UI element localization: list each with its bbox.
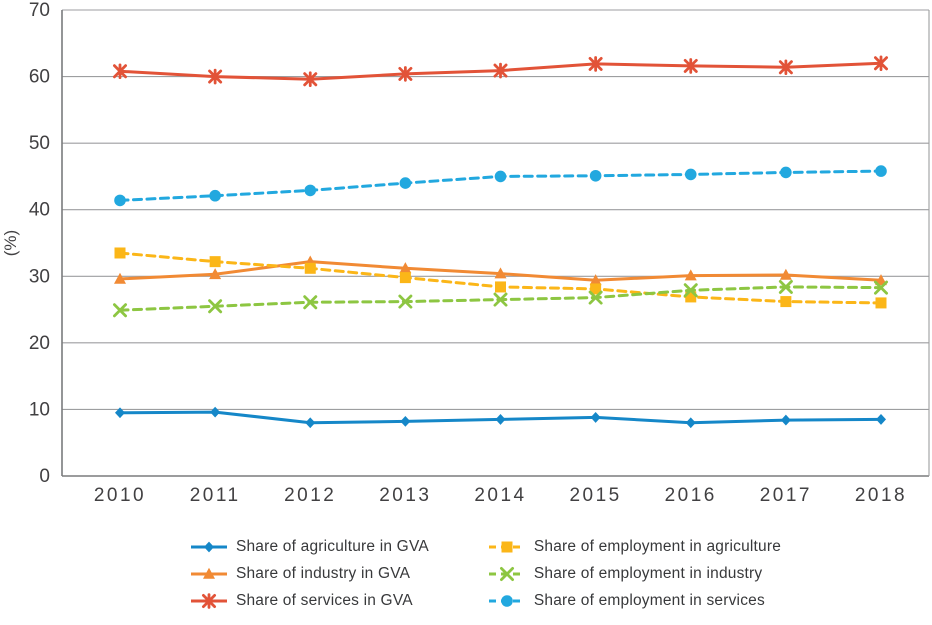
legend-item-employment-industry: Share of employment in industry — [487, 565, 781, 583]
series-share-of-industry-in-gva — [114, 255, 887, 286]
legend-label-employment-services: Share of employment in services — [533, 592, 765, 609]
legend-marker-triangle-icon — [190, 567, 227, 579]
legend-label-employment-agriculture: Share of employment in agriculture — [533, 538, 782, 555]
legend-label-agriculture-gva: Share of agriculture in GVA — [235, 538, 429, 555]
x-tick-label: 2012 — [284, 485, 336, 506]
legend-column-gva: Share of agriculture in GVA Share of ind… — [189, 538, 429, 610]
x-tick-label: 2014 — [474, 485, 526, 506]
legend-label-services-gva: Share of services in GVA — [235, 592, 413, 609]
legend-item-industry-gva: Share of industry in GVA — [189, 565, 429, 583]
series-share-of-services-in-gva — [113, 55, 888, 88]
legend-item-employment-services: Share of employment in services — [487, 592, 781, 610]
series-share-of-employment-in-agriculture — [114, 247, 887, 309]
legend-label-employment-industry: Share of employment in industry — [533, 565, 763, 582]
series-share-of-employment-in-services — [114, 165, 887, 207]
y-tick-label: 30 — [29, 266, 50, 287]
chart-legend: Share of agriculture in GVA Share of ind… — [19, 538, 932, 610]
x-tick-label: 2016 — [665, 485, 717, 506]
line-chart: 0 10 20 30 40 50 60 70 (%) 2010 2011 2012 2013 2014 20… — [1, 0, 930, 506]
series-share-of-agriculture-in-gva — [115, 406, 886, 429]
legend-column-employment: Share of employment in agriculture Share… — [487, 538, 781, 610]
y-axis-title: (%) — [1, 230, 20, 256]
legend-item-agriculture-gva: Share of agriculture in GVA — [189, 538, 429, 556]
legend-item-employment-agriculture: Share of employment in agriculture — [487, 538, 781, 556]
legend-item-services-gva: Share of services in GVA — [189, 592, 429, 610]
legend-marker-asterisk-icon — [190, 593, 227, 609]
legend-marker-square-icon — [488, 541, 525, 553]
x-tick-label: 2013 — [379, 485, 431, 506]
y-tick-label: 60 — [29, 67, 50, 88]
x-tick-label: 2011 — [190, 485, 241, 506]
y-tick-label: 40 — [29, 200, 50, 221]
y-tick-label: 20 — [29, 333, 50, 354]
y-tick-label: 10 — [29, 399, 50, 420]
legend-marker-xcross-icon — [488, 567, 525, 581]
x-tick-label: 2018 — [855, 485, 907, 506]
x-tick-label: 2017 — [760, 485, 812, 506]
legend-marker-circle-icon — [488, 595, 525, 607]
series-share-of-employment-in-industry — [113, 279, 888, 318]
y-tick-label: 0 — [39, 466, 50, 487]
y-tick-label: 50 — [29, 133, 50, 154]
x-tick-label: 2010 — [94, 485, 146, 506]
y-tick-label: 70 — [29, 0, 50, 21]
legend-label-industry-gva: Share of industry in GVA — [235, 565, 411, 582]
gridlines: 0 10 20 30 40 50 60 70 — [29, 0, 930, 487]
legend-marker-diamond-icon — [190, 541, 227, 553]
x-tick-label: 2015 — [569, 485, 621, 506]
